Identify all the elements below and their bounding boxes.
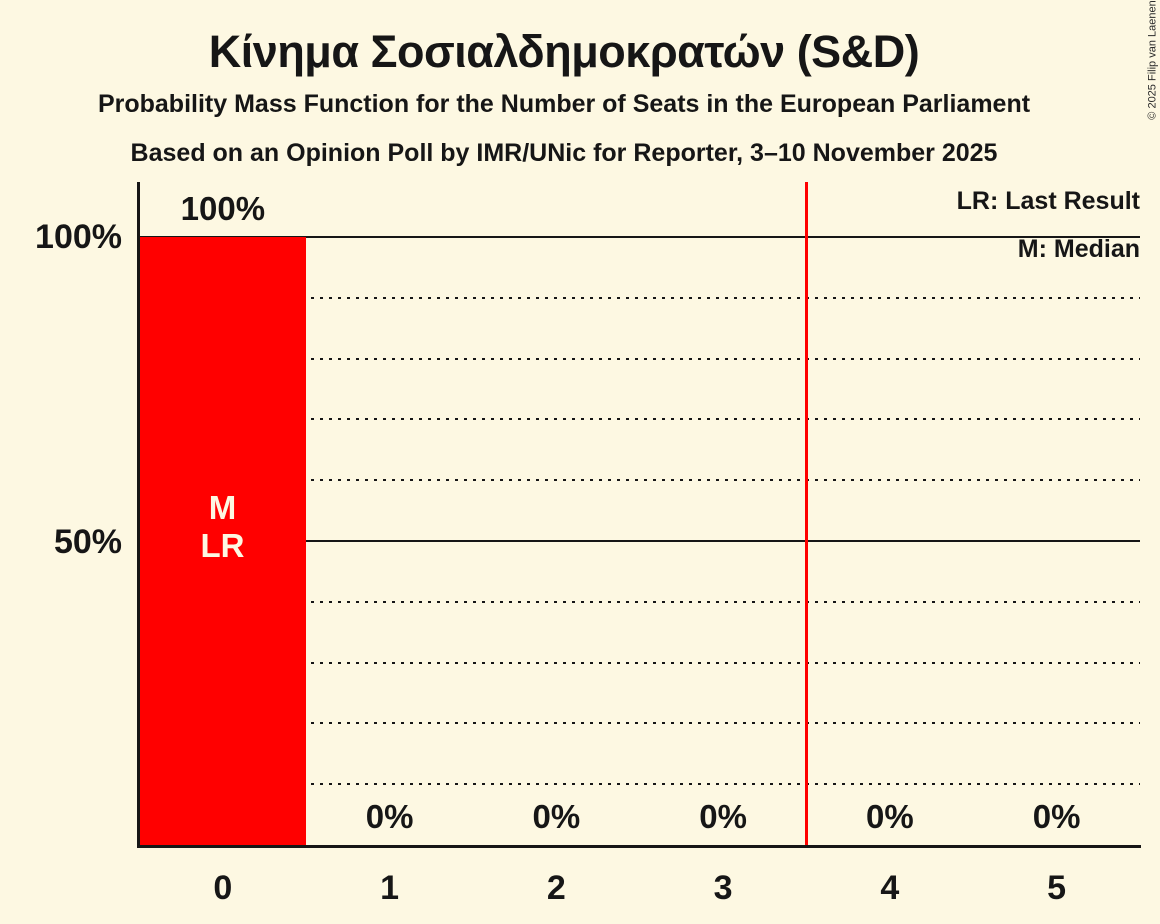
bar-value-label-3: 0% [699,798,747,835]
x-tick-label-2: 2 [546,869,566,907]
legend-median: M: Median [1017,235,1140,263]
y-axis-line [137,182,140,848]
gridline-dotted-20 [139,722,1140,725]
gridline-dotted-30 [139,661,1140,664]
x-tick-label-0: 0 [213,869,233,907]
gridline-dotted-40 [139,600,1140,603]
bar-seat-0 [139,237,307,845]
median-marker: M [208,489,237,526]
x-tick-label-3: 3 [713,869,733,907]
y-axis-label-50: 50% [53,523,122,561]
bar-median-lastresult-annotation: M LR [139,489,306,565]
x-tick-label-5: 5 [1047,869,1067,907]
bar-value-label-2: 0% [532,798,581,835]
gridline-dotted-90 [139,296,1140,299]
gridline-dotted-10 [139,783,1140,786]
bar-value-label-4: 0% [866,798,914,835]
bar-value-label-1: 0% [365,798,414,835]
x-tick-label-4: 4 [880,869,900,907]
gridline-solid-50 [139,540,1140,542]
last-result-marker: LR [200,527,245,564]
x-tick-label-1: 1 [380,869,400,907]
chart-title: Κίνημα Σοσιαλδημοκρατών (S&D) [208,26,920,77]
bar-value-label-0: 100% [180,190,266,227]
gridline-solid-100 [139,236,1140,238]
chart-poll-source: Based on an Opinion Poll by IMR/UNic for… [130,139,998,167]
last-result-vline [805,182,808,845]
bar-value-label-5: 0% [1032,798,1081,835]
y-axis-label-100: 100% [35,218,122,256]
x-axis-line [137,845,1141,848]
gridline-dotted-60 [139,479,1140,482]
chart-subtitle: Probability Mass Function for the Number… [97,90,1031,118]
legend-last-result: LR: Last Result [956,187,1140,215]
gridline-dotted-80 [139,357,1140,360]
gridline-dotted-70 [139,418,1140,421]
